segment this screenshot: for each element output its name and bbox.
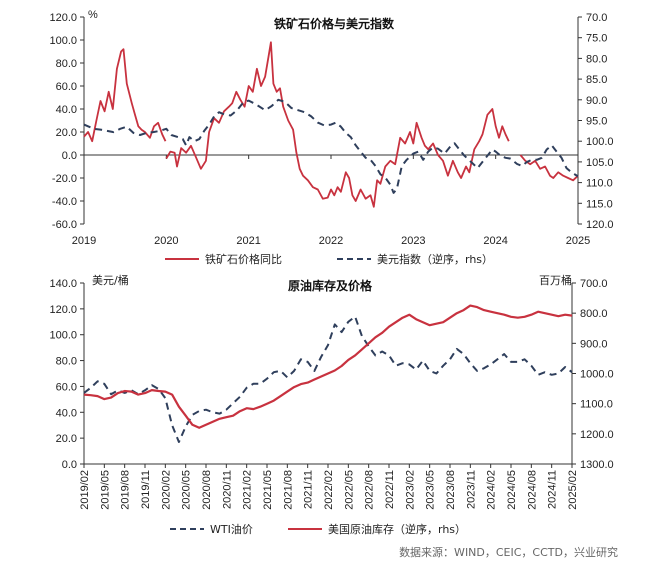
chart-1-x-tick-label: 2021 <box>236 235 260 247</box>
chart-2-x-tick-label: 2022/05 <box>343 470 355 510</box>
chart-2-left-unit: 美元/桶 <box>92 273 129 287</box>
chart-2-x-tick-label: 2024/02 <box>486 470 498 510</box>
chart-2-left-tick-label: 0.0 <box>62 459 77 471</box>
chart-1-left-tick-label: 0.0 <box>62 150 77 162</box>
chart-2-x-tick-label: 2022/11 <box>384 470 396 509</box>
chart-1-right-tick-label: 95.0 <box>586 116 607 128</box>
chart-1-left-tick-label: 80.0 <box>56 58 77 70</box>
chart-1-x-tick-label: 2022 <box>319 235 343 247</box>
chart-2-x-tick-label: 2019/08 <box>120 470 132 510</box>
chart-1-right-tick-label: 80.0 <box>586 53 607 65</box>
chart-2-right-tick-label: 900.0 <box>580 338 608 350</box>
chart-1-series-1-line <box>83 98 579 194</box>
chart-2-left-tick-label: 80.0 <box>56 356 77 368</box>
chart-iron-ore-usd: 铁矿石价格与美元指数 % 120.0 100.0 80.0 60.0 40.0 20.0 0… <box>49 9 613 266</box>
chart-1-axes: 120.0 100.0 80.0 60.0 40.0 20.0 0.0 -20.0 -40.0 -… <box>49 12 613 247</box>
legend-usd-index: 美元指数（逆序，rhs） <box>377 252 493 266</box>
chart-2-x-tick-label: 2024/11 <box>547 470 559 509</box>
chart-2-right-tick-label: 700.0 <box>580 278 608 290</box>
chart-1-x-tick-label: 2023 <box>401 235 425 247</box>
chart-1-right-tick-label: 90.0 <box>586 95 607 107</box>
chart-1-right-tick-label: 110.0 <box>586 178 613 190</box>
chart-2-legend: WTI油价 美国原油库存（逆序，rhs） <box>170 522 466 536</box>
chart-2-x-tick-label: 2022/02 <box>323 470 335 510</box>
chart-1-right-tick-label: 100.0 <box>586 136 614 148</box>
chart-2-x-tick-label: 2021/08 <box>282 470 294 510</box>
chart-2-series-1-line <box>83 304 573 429</box>
chart-2-right-tick-label: 1200.0 <box>580 429 614 441</box>
source-note: 数据来源：WIND，CEIC，CCTD，兴业研究 <box>399 545 618 559</box>
chart-1-x-tick-label: 2019 <box>72 235 96 247</box>
chart-2-x-tick-label: 2024/08 <box>526 470 538 510</box>
chart-2-left-tick-label: 140.0 <box>49 278 77 290</box>
chart-1-right-tick-label: 115.0 <box>586 198 613 210</box>
chart-1-x-tick-label: 2020 <box>154 235 178 247</box>
chart-2-title: 原油库存及价格 <box>288 278 373 293</box>
chart-2-x-tick-label: 2023/11 <box>465 470 477 509</box>
chart-2-x-tick-label: 2021/02 <box>242 470 254 510</box>
chart-2-x-tick-label: 2019/11 <box>140 470 152 509</box>
chart-1-right-tick-label: 70.0 <box>586 12 607 24</box>
chart-1-right-tick-label: 120.0 <box>586 219 614 231</box>
chart-2-x-tick-label: 2020/11 <box>221 470 233 509</box>
chart-1-x-tick-label: 2025 <box>566 235 590 247</box>
chart-1-left-tick-label: 60.0 <box>56 81 77 93</box>
chart-1-left-tick-label: 100.0 <box>49 35 77 47</box>
chart-1-right-tick-label: 75.0 <box>586 33 607 45</box>
chart-1-x-tick-label: 2024 <box>483 235 507 247</box>
chart-1-left-tick-label: -60.0 <box>52 219 77 231</box>
chart-1-right-tick-label: 105.0 <box>586 157 614 169</box>
chart-2-x-tick-label: 2020/05 <box>181 470 193 510</box>
chart-2-x-tick-label: 2019/02 <box>79 470 91 510</box>
chart-2-right-tick-label: 1000.0 <box>580 369 614 381</box>
chart-1-left-tick-label: -20.0 <box>52 173 77 185</box>
chart-2-x-tick-label: 2025/02 <box>567 470 579 510</box>
chart-2-right-unit: 百万桶 <box>539 273 572 287</box>
chart-1-left-tick-label: 20.0 <box>56 127 77 139</box>
chart-1-lines <box>83 41 579 208</box>
chart-2-series-0-line <box>83 315 573 443</box>
legend-crude-inventory: 美国原油库存（逆序，rhs） <box>328 522 466 536</box>
chart-2-right-tick-label: 800.0 <box>580 308 608 320</box>
chart-2-x-tick-label: 2024/05 <box>506 470 518 510</box>
chart-2-lines <box>83 304 573 443</box>
chart-1-left-unit: % <box>88 9 98 21</box>
chart-2-x-tick-label: 2023/02 <box>404 470 416 510</box>
chart-2-left-tick-label: 40.0 <box>56 407 77 419</box>
chart-2-left-tick-label: 20.0 <box>56 433 77 445</box>
chart-2-x-tick-label: 2020/02 <box>160 470 172 510</box>
chart-2-x-tick-label: 2021/05 <box>262 470 274 510</box>
chart-2-x-tick-label: 2022/08 <box>364 470 376 510</box>
chart-1-left-tick-label: -40.0 <box>52 196 77 208</box>
chart-crude-oil: 原油库存及价格 美元/桶 百万桶 140.0 120.0 100.0 80.0 60.0… <box>49 273 613 536</box>
chart-1-left-tick-label: 120.0 <box>49 12 77 24</box>
chart-2-left-tick-label: 100.0 <box>49 330 77 342</box>
chart-2-axes: 140.0 120.0 100.0 80.0 60.0 40.0 20.0 0.0 700.0 8… <box>49 278 613 510</box>
chart-2-x-tick-label: 2021/11 <box>303 470 315 509</box>
legend-iron-ore: 铁矿石价格同比 <box>205 252 282 266</box>
chart-2-x-tick-label: 2023/08 <box>445 470 457 510</box>
chart-2-right-tick-label: 1300.0 <box>580 459 614 471</box>
legend-wti: WTI油价 <box>210 522 253 536</box>
chart-1-right-tick-label: 85.0 <box>586 74 607 86</box>
chart-2-x-tick-label: 2020/08 <box>201 470 213 510</box>
chart-1-title: 铁矿石价格与美元指数 <box>274 16 395 31</box>
chart-2-x-tick-label: 2019/05 <box>99 470 111 510</box>
chart-1-left-tick-label: 40.0 <box>56 104 77 116</box>
chart-2-left-tick-label: 120.0 <box>49 304 77 316</box>
chart-2-left-tick-label: 60.0 <box>56 381 77 393</box>
chart-2-x-tick-label: 2023/05 <box>425 470 437 510</box>
chart-2-right-tick-label: 1100.0 <box>580 399 613 411</box>
chart-1-legend: 铁矿石价格同比 美元指数（逆序，rhs） <box>165 252 493 266</box>
